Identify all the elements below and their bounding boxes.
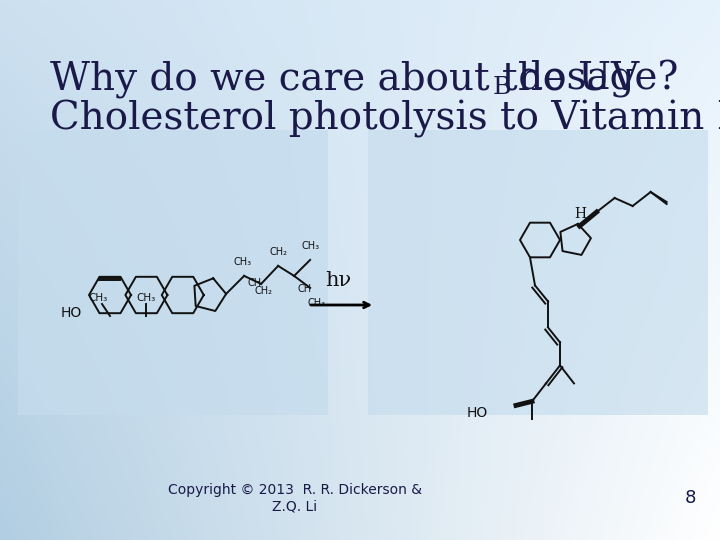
Text: Copyright © 2013  R. R. Dickerson &
Z.Q. Li: Copyright © 2013 R. R. Dickerson & Z.Q. … [168,483,422,513]
Text: CH₂: CH₂ [269,247,287,257]
Text: CH₃: CH₃ [233,257,251,267]
Text: CH₃: CH₃ [89,293,107,303]
Text: CH₃: CH₃ [137,293,156,303]
Text: CH₃: CH₃ [307,298,325,308]
Text: HO: HO [60,306,81,320]
Bar [368,130,708,415]
Text: dosage?: dosage? [506,60,678,98]
Text: B: B [493,76,511,99]
Text: Cholesterol photolysis to Vitamin D: Cholesterol photolysis to Vitamin D [50,100,720,138]
Text: CH₂: CH₂ [254,286,272,296]
Text: CH₃: CH₃ [301,241,319,251]
Text: 8: 8 [684,489,696,507]
Bar [18,130,328,415]
Text: H: H [574,207,586,221]
Text: CH: CH [297,284,311,294]
Text: Why do we care about the UV: Why do we care about the UV [50,60,639,98]
Text: hν: hν [325,271,351,289]
Text: CH: CH [247,278,261,288]
Text: HO: HO [467,407,488,421]
